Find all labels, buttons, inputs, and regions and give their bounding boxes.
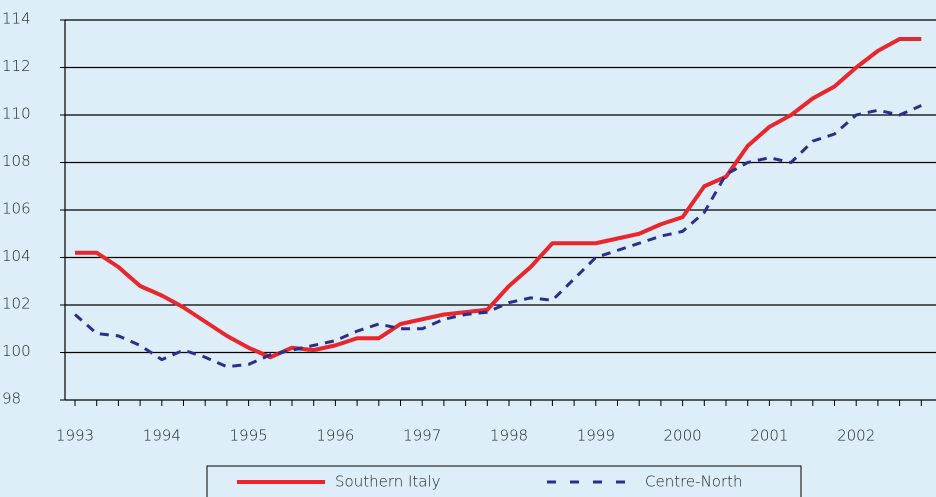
legend-label: Southern Italy — [335, 473, 441, 491]
x-tick-label: 1995 — [230, 427, 268, 445]
y-tick-label: 98 — [2, 390, 21, 408]
x-tick-label: 1994 — [143, 427, 181, 445]
legend-label: Centre-North — [645, 473, 743, 491]
y-tick-label: 110 — [2, 105, 31, 123]
y-tick-label: 106 — [2, 200, 31, 218]
x-tick-label: 1998 — [490, 427, 528, 445]
x-tick-label: 1993 — [56, 427, 94, 445]
y-tick-label: 104 — [2, 247, 31, 265]
y-tick-label: 100 — [2, 342, 31, 360]
x-tick-label: 2002 — [837, 427, 875, 445]
x-tick-label: 2001 — [750, 427, 788, 445]
line-series — [74, 104, 922, 369]
y-tick-label: 112 — [2, 57, 31, 75]
x-tick-label: 1997 — [403, 427, 441, 445]
y-tick-label: 102 — [2, 295, 31, 313]
x-tick-label: 1999 — [577, 427, 615, 445]
y-tick-label: 108 — [2, 152, 31, 170]
line-series — [75, 37, 922, 360]
x-tick-label: 1996 — [316, 427, 354, 445]
x-tick-label: 2000 — [664, 427, 702, 445]
y-tick-label: 114 — [2, 10, 31, 28]
